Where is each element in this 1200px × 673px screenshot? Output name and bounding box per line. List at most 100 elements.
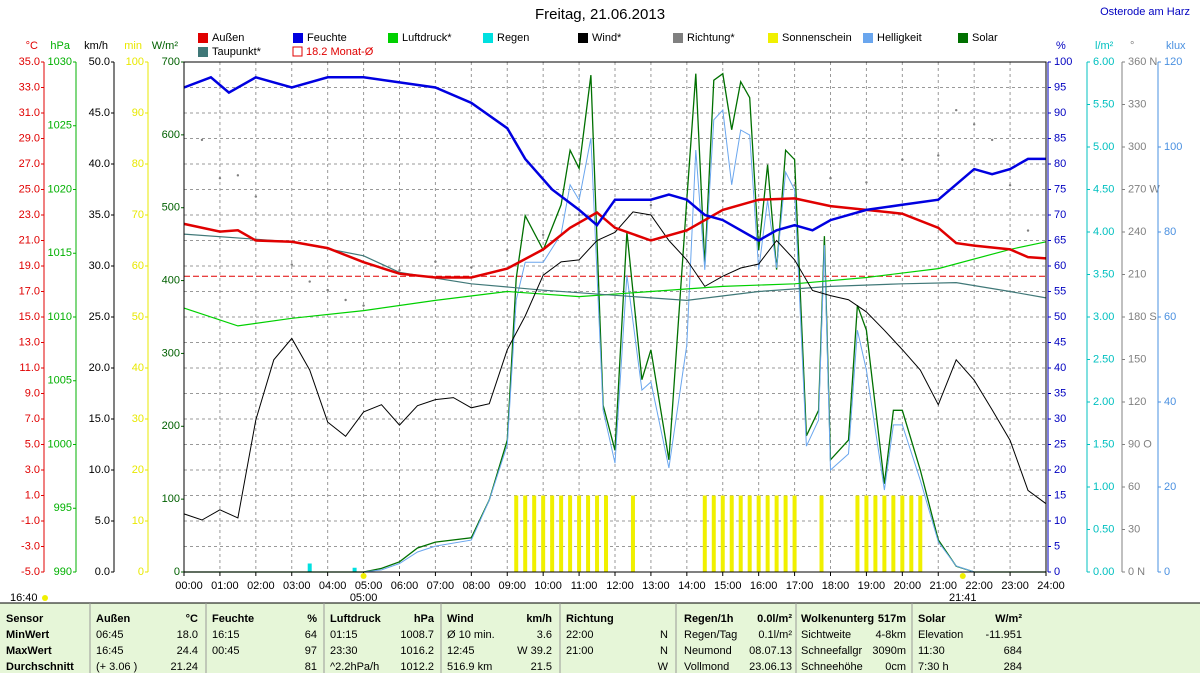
y-tick-label: 70 <box>132 209 144 221</box>
y-tick-label: 20 <box>132 464 144 476</box>
table-cell: W 39.2 <box>517 645 552 657</box>
y-tick-label: 0.0 <box>95 566 110 578</box>
table-cell: Wind <box>447 613 474 625</box>
y-tick-label: 5 <box>1054 540 1060 552</box>
y-tick-label: 25.0 <box>89 311 110 323</box>
legend-label: Regen <box>497 32 529 44</box>
y-tick-label: 300 <box>162 347 180 359</box>
axis-title: min <box>124 40 142 52</box>
y-tick-label: 4.00 <box>1093 226 1114 238</box>
dot <box>955 108 958 112</box>
legend-swatch <box>958 33 968 43</box>
y-tick-label: 3.0 <box>25 464 40 476</box>
table-cell: Feuchte <box>212 613 254 625</box>
table-cell: 517m <box>878 613 906 625</box>
x-tick-label: 07:00 <box>427 580 455 592</box>
y-tick-label: 31.0 <box>19 107 40 119</box>
y-tick-label: 995 <box>54 502 72 514</box>
dot <box>829 176 832 180</box>
axis-title: % <box>1056 40 1066 52</box>
table-cell: MinWert <box>6 629 50 641</box>
y-tick-label: 21.0 <box>19 234 40 246</box>
legend-label: Außen <box>212 32 244 44</box>
y-tick-label: 5.00 <box>1093 141 1114 153</box>
y-tick-label: 300 <box>1128 141 1146 153</box>
y-tick-label: 120 <box>1128 396 1146 408</box>
y-tick-label: 70 <box>1054 209 1066 221</box>
bar <box>702 495 707 572</box>
y-tick-label: 45 <box>1054 336 1066 348</box>
table-cell: 0cm <box>885 661 906 673</box>
dot <box>254 195 258 198</box>
dot <box>1008 184 1012 187</box>
y-tick-label: 55 <box>1054 285 1066 297</box>
dot <box>308 280 311 283</box>
axis-title: klux <box>1166 40 1186 52</box>
table-cell: 21.24 <box>170 661 198 673</box>
y-tick-label: 35.0 <box>89 209 110 221</box>
bar <box>864 495 869 572</box>
chart-title: Freitag, 21.06.2013 <box>535 6 665 23</box>
dot <box>218 176 222 180</box>
y-tick-label: 150 <box>1128 353 1146 365</box>
table-cell: -11.951 <box>986 629 1023 641</box>
y-tick-label: 120 <box>1164 56 1182 68</box>
x-tick-label: 02:00 <box>247 580 275 592</box>
dot <box>398 269 401 272</box>
y-tick-label: 15.0 <box>19 311 40 323</box>
y-tick-label: -5.0 <box>21 566 40 578</box>
y-tick-label: 1030 <box>48 56 72 68</box>
y-tick-label: 75 <box>1054 183 1066 195</box>
dot <box>793 184 796 187</box>
y-tick-label: 1.50 <box>1093 438 1114 450</box>
y-tick-label: 10.0 <box>89 464 110 476</box>
table-cell: 23.06.13 <box>749 661 792 673</box>
table-cell: 0.1l/m² <box>758 629 792 641</box>
series-line <box>183 211 1047 521</box>
y-tick-label: 40 <box>1054 362 1066 374</box>
table-cell: Schneefallgr <box>801 645 862 657</box>
legend-swatch <box>673 33 683 43</box>
dot <box>577 213 581 217</box>
table-cell: 22:00 <box>566 629 594 641</box>
y-tick-label: 0 N <box>1128 566 1145 578</box>
legend-swatch <box>388 33 398 43</box>
y-tick-label: 65 <box>1054 234 1066 246</box>
y-tick-label: 20 <box>1054 464 1066 476</box>
y-tick-label: 5.0 <box>95 515 110 527</box>
y-tick-label: 0.50 <box>1093 523 1114 535</box>
table-cell: 1016.2 <box>400 645 434 657</box>
bar <box>532 495 537 572</box>
y-tick-label: 29.0 <box>19 132 40 144</box>
table-cell: % <box>307 613 317 625</box>
moon-marker <box>42 595 48 601</box>
y-tick-label: 27.0 <box>19 158 40 170</box>
y-tick-label: 0 <box>174 566 180 578</box>
y-tick-label: 1025 <box>48 120 72 132</box>
table-cell: 7:30 h <box>918 661 949 673</box>
y-tick-label: 80 <box>1054 158 1066 170</box>
series-line <box>183 241 1047 327</box>
y-tick-label: 1005 <box>48 375 72 387</box>
bar <box>855 495 860 572</box>
bar <box>882 495 887 572</box>
table-cell: Außen <box>96 613 131 625</box>
bar <box>756 495 761 572</box>
dot <box>865 181 868 184</box>
table-cell: 1012.2 <box>400 661 434 673</box>
y-tick-label: 5.0 <box>25 438 40 450</box>
y-tick-label: 2.00 <box>1093 396 1114 408</box>
y-tick-label: 10 <box>1054 515 1066 527</box>
y-tick-label: 35.0 <box>19 56 40 68</box>
bar <box>514 495 519 572</box>
bar <box>765 495 770 572</box>
table-cell: Richtung <box>566 613 614 625</box>
bar <box>873 495 878 572</box>
legend-label: Sonnenschein <box>782 32 852 44</box>
y-tick-label: 50.0 <box>89 56 110 68</box>
table-cell: 24.4 <box>177 645 198 657</box>
table-cell: Vollmond <box>684 661 729 673</box>
x-tick-label: 16:00 <box>750 580 778 592</box>
dot <box>236 174 240 177</box>
bar <box>595 495 600 572</box>
